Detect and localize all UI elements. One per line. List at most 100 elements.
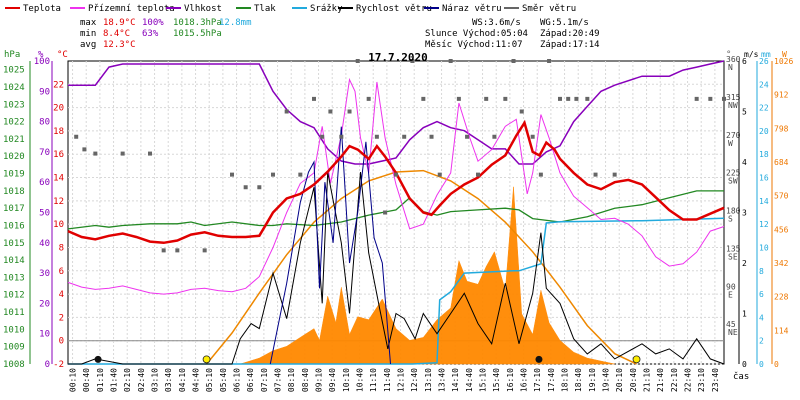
legend-label: Srážky [310,4,343,14]
plot-frame [67,60,725,365]
tick-ms: 1 [742,310,747,319]
tick-time: 00:40 [82,368,91,392]
legend: Teplota Přízemní teplota Vlhkost Tlak Srážky… [5,4,576,14]
wind-dir-point [538,172,543,177]
wind-dir-point [585,96,590,101]
tick-mm: 12 [759,220,769,229]
radiation-areas [240,186,615,365]
tick-wm2: 684 [774,158,789,167]
tick-pct: 20 [39,299,50,309]
tick-time: 06:10 [233,368,242,392]
tick-degc: -2 [53,360,64,370]
sunset-marker [632,355,641,364]
stat-min-temp: 8.4°C [103,29,130,39]
wind-dir-point [74,134,79,139]
unit-pct: % [38,50,44,60]
wind-dir-point [230,172,234,177]
tick-time: 05:40 [219,368,228,392]
stat-avg-temp: 12.3°C [103,40,136,50]
wind-dir-point [437,172,442,177]
wind-dir-point [402,134,407,139]
unit-ms: m/s [744,50,759,59]
tick-time: 13:10 [424,368,433,392]
legend-label: Rychlost větru [356,4,432,14]
tick-degc: 20 [53,104,64,114]
tick-pct: 30 [39,269,50,279]
tick-time: 13:40 [438,368,447,392]
tick-hpa: 1008 [3,360,25,370]
wind-dir-point [476,172,480,177]
tick-dir-lbl: S [728,215,733,224]
tick-mm: 8 [759,267,764,276]
tick-pct: 100 [34,57,50,67]
wind-dir-point [547,59,552,63]
tick-dir-lbl: E [728,290,733,299]
wind-dir-point [347,109,352,114]
tick-degc: 0 [59,337,64,347]
tick-mm: 14 [759,197,769,206]
info-moon-set: Západ:17:14 [540,40,600,50]
tick-time: 09:10 [315,368,324,392]
series-pressure [67,190,724,230]
wind-dir-point [161,248,166,253]
tick-degc: 8 [59,243,64,253]
tick-degc: 2 [59,313,64,323]
wind-dir-point [312,96,316,101]
tick-hpa: 1012 [3,291,25,301]
tick-dir-lbl: NE [728,328,738,337]
tick-dir-lbl: W [728,139,733,148]
chart-title: 17.7.2020 [368,51,428,64]
wind-dir-point [694,96,699,101]
info-wg: WG:5.1m/s [540,18,589,28]
wind-dir-point [257,185,262,190]
wind-dir-point [328,109,333,114]
wind-dir-point [503,96,508,101]
tick-time: 08:40 [301,368,310,392]
tick-wm2: 0 [774,360,779,369]
tick-wm2: 1026 [774,57,793,66]
moon-set-marker [535,355,543,363]
wind-dir-point [421,96,426,101]
wind-dir-point [202,248,207,253]
unit-degc: °C [57,50,68,60]
info-sun-rise: Slunce Východ:05:04 [425,29,528,39]
wind-dir-point [366,96,371,101]
tick-dir-deg: 180 [726,207,741,216]
tick-dir-deg: 45 [726,320,736,329]
legend-label: Vlhkost [184,4,222,14]
tick-dir-deg: 270 [726,131,741,140]
tick-dir-lbl: NW [728,101,738,110]
tick-mm: 2 [759,337,764,346]
info-sun-set: Západ:20:49 [540,29,600,39]
unit-time: čas [733,371,749,382]
wind-dir-point [530,134,535,139]
moon-set-marker [94,355,102,363]
series-rain [68,217,725,365]
series-ground-temperature [67,77,725,295]
wind-dir-point [612,172,617,177]
wind-dir-point [448,59,453,63]
stat-avg-label: avg [80,40,96,50]
tick-wm2: 456 [774,225,789,234]
tick-hpa: 1020 [3,152,25,162]
tick-hpa: 1011 [3,308,25,318]
tick-hpa: 1022 [3,118,25,128]
tick-degc: 4 [59,290,64,300]
wind-dir-point [429,134,434,139]
tick-time: 17:10 [533,368,542,392]
stat-max-hum: 100% [142,18,164,28]
tick-ms: 0 [742,360,747,369]
tick-time: 19:10 [588,368,597,392]
wind-dir-point [519,109,524,114]
tick-wm2: 342 [774,259,789,268]
tick-dir-deg: 90 [726,282,736,291]
tick-pct: 40 [39,239,50,249]
wind-dir-point [394,172,398,177]
tick-ms: 4 [742,158,747,167]
tick-time: 14:40 [465,368,474,392]
wind-dir-point [574,96,579,101]
wind-dir-point [120,151,125,156]
tick-time: 23:40 [711,368,720,392]
tick-time: 21:10 [643,368,652,392]
tick-time: 00:10 [69,368,78,392]
